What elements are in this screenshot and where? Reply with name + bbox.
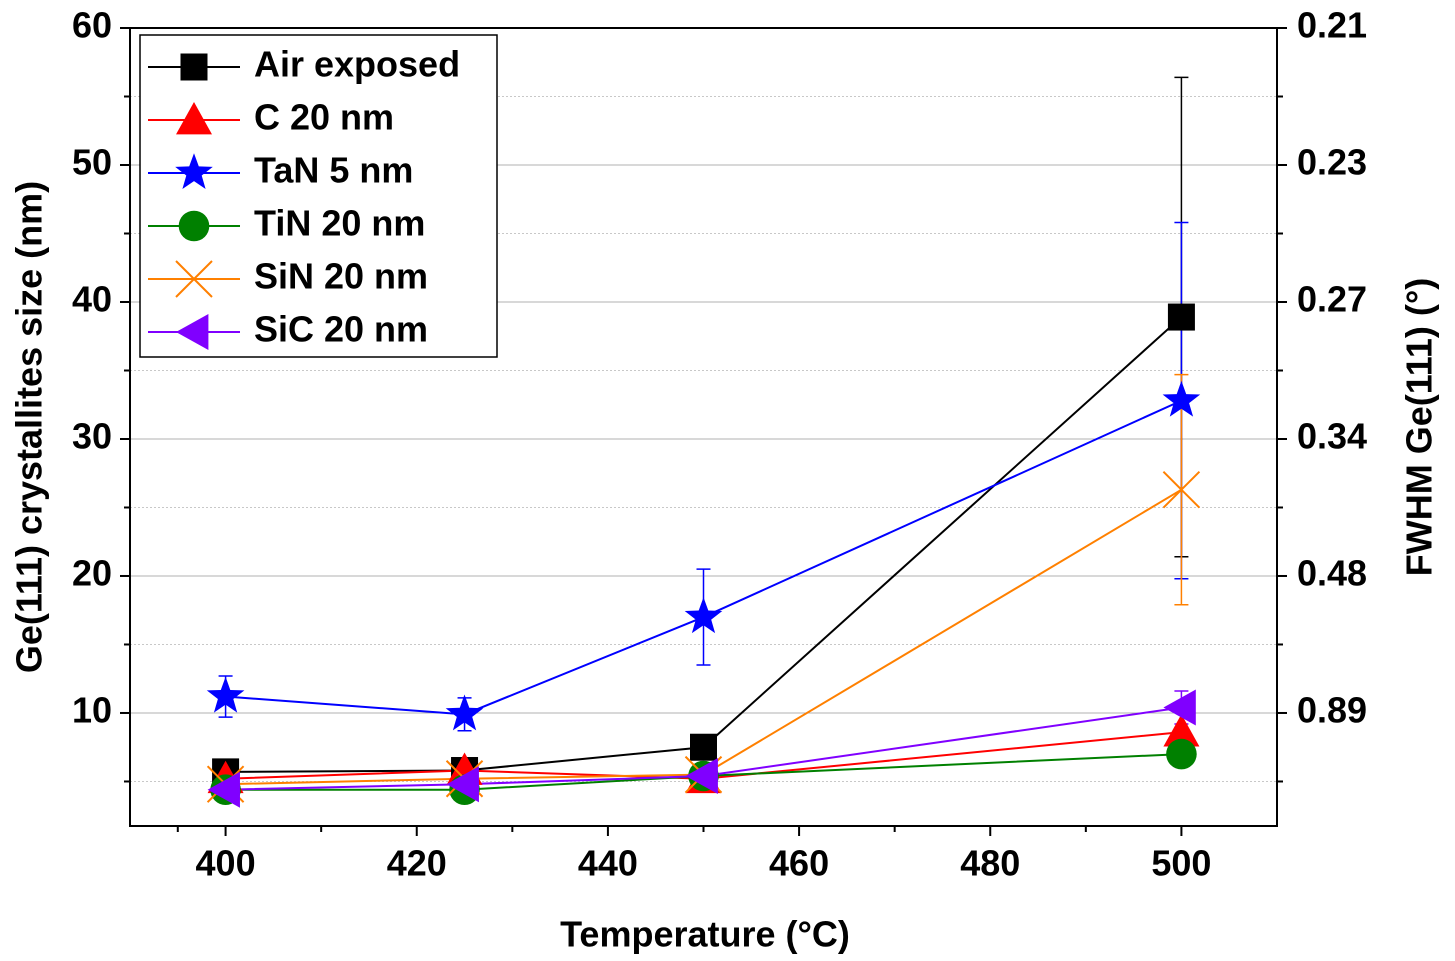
marker <box>1163 689 1196 726</box>
marker <box>1167 303 1195 331</box>
legend-label: TaN 5 nm <box>254 150 413 191</box>
legend: Air exposed C 20 nm TaN 5 nm TiN 20 nm SiN 2… <box>139 34 498 358</box>
marker <box>176 102 212 135</box>
legend-box <box>139 34 498 358</box>
legend-label: SiC 20 nm <box>254 309 428 350</box>
marker <box>175 260 213 298</box>
y-tick-label: 30 <box>72 416 112 457</box>
y2-axis-label: FWHM Ge(111) (°) <box>1399 278 1440 576</box>
y-tick-label: 20 <box>72 552 112 593</box>
series-line <box>225 488 1182 786</box>
legend-label: C 20 nm <box>254 97 394 138</box>
y2-tick-label: 0.89 <box>1297 689 1367 730</box>
marker <box>1163 714 1200 747</box>
x-tick-label: 500 <box>1151 843 1211 884</box>
y-tick-label: 10 <box>72 689 112 730</box>
x-tick-label: 480 <box>960 843 1020 884</box>
marker <box>684 597 723 634</box>
y-axis-label: Ge(111) crystallites size (nm) <box>9 181 50 673</box>
y2-tick-label: 0.23 <box>1297 142 1367 183</box>
legend-label: Air exposed <box>254 44 460 85</box>
marker <box>1162 380 1201 417</box>
marker <box>207 771 240 808</box>
x-axis-label: Temperature (°C) <box>560 914 850 955</box>
marker <box>176 314 209 350</box>
y2-tick-label: 0.48 <box>1297 552 1367 593</box>
marker <box>1166 738 1197 770</box>
series-line <box>225 316 1183 773</box>
series-line <box>225 731 1182 780</box>
marker <box>175 153 213 189</box>
y2-tick-label: 0.27 <box>1297 279 1367 320</box>
y-tick-label: 40 <box>72 279 112 320</box>
marker <box>206 676 245 713</box>
series-line <box>225 399 1182 716</box>
marker <box>178 210 210 242</box>
legend-label: SiN 20 nm <box>254 256 428 297</box>
marker <box>446 766 479 803</box>
x-tick-label: 400 <box>196 843 256 884</box>
series-line <box>225 753 1182 791</box>
y2-tick-label: 0.21 <box>1297 5 1367 46</box>
marker <box>180 53 208 81</box>
marker <box>1162 470 1201 509</box>
y-tick-label: 50 <box>72 142 112 183</box>
marker <box>445 694 484 731</box>
series-line <box>225 706 1182 791</box>
marker <box>690 733 717 761</box>
y-tick-label: 60 <box>72 5 112 46</box>
marker <box>685 757 718 794</box>
x-tick-label: 460 <box>769 843 829 884</box>
legend-label: TiN 20 nm <box>254 203 425 244</box>
x-tick-label: 440 <box>578 843 638 884</box>
x-tick-label: 420 <box>387 843 447 884</box>
y2-tick-label: 0.34 <box>1297 416 1367 457</box>
